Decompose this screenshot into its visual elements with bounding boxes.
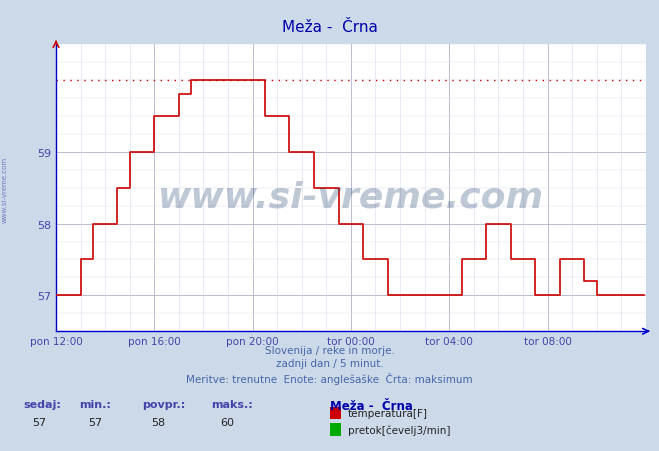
- Text: 57: 57: [32, 417, 47, 427]
- Text: Meža -  Črna: Meža - Črna: [281, 20, 378, 35]
- Text: zadnji dan / 5 minut.: zadnji dan / 5 minut.: [275, 359, 384, 368]
- Text: min.:: min.:: [79, 399, 111, 409]
- Text: Meritve: trenutne  Enote: anglešaške  Črta: maksimum: Meritve: trenutne Enote: anglešaške Črta…: [186, 372, 473, 384]
- Text: www.si-vreme.com: www.si-vreme.com: [158, 180, 544, 214]
- Text: povpr.:: povpr.:: [142, 399, 185, 409]
- Text: www.si-vreme.com: www.si-vreme.com: [1, 156, 8, 222]
- Text: temperatura[F]: temperatura[F]: [348, 408, 428, 418]
- Text: 58: 58: [151, 417, 165, 427]
- Text: sedaj:: sedaj:: [23, 399, 61, 409]
- Text: pretok[čevelj3/min]: pretok[čevelj3/min]: [348, 424, 451, 435]
- Text: Meža -  Črna: Meža - Črna: [330, 399, 413, 412]
- Text: 60: 60: [220, 417, 235, 427]
- Text: Slovenija / reke in morje.: Slovenija / reke in morje.: [264, 345, 395, 355]
- Text: 57: 57: [88, 417, 103, 427]
- Text: maks.:: maks.:: [211, 399, 252, 409]
